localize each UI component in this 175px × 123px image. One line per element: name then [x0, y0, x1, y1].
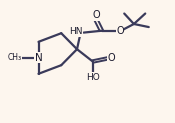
Text: O: O: [92, 10, 100, 20]
Text: HO: HO: [86, 73, 100, 82]
Text: CH₃: CH₃: [8, 53, 22, 62]
Text: O: O: [108, 53, 115, 63]
Text: HN: HN: [69, 27, 83, 37]
Text: O: O: [116, 26, 124, 36]
Text: N: N: [35, 53, 42, 63]
